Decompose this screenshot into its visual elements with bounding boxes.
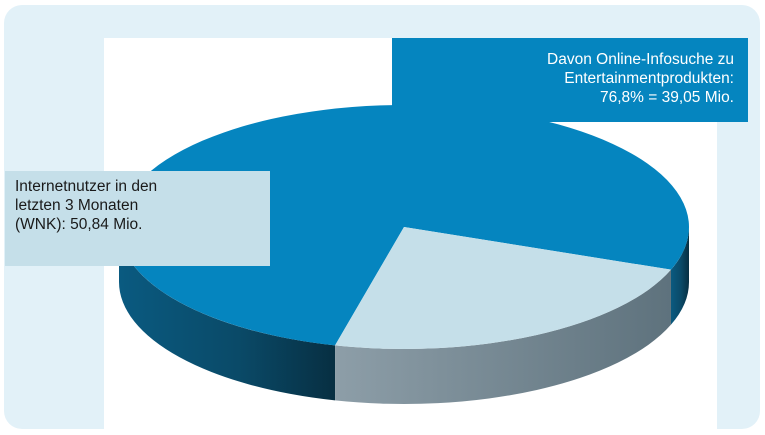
- slice-label-line: (WNK): 50,84 Mio.: [15, 216, 143, 233]
- slice-label-online-infosuche: Davon Online-Infosuche zu Entertainmentp…: [392, 38, 748, 122]
- pie-slice-1: [335, 227, 671, 349]
- slice-label-line: 76,8% = 39,05 Mio.: [600, 89, 734, 106]
- pie-side-0: [119, 227, 336, 401]
- slice-label-line: Entertainmentprodukten:: [564, 70, 734, 87]
- slice-label-line: Davon Online-Infosuche zu: [547, 51, 734, 68]
- pie-slice-0: [119, 104, 690, 346]
- slice-label-line: letzten 3 Monaten: [15, 197, 139, 214]
- pie-side-1: [335, 269, 671, 404]
- pie-side-0: [670, 227, 689, 325]
- slice-label-internetnutzer: Internetnutzer in den letzten 3 Monaten …: [5, 171, 270, 266]
- pie-sides: [119, 227, 689, 404]
- pie-tops: [119, 104, 690, 349]
- slice-label-line: Internetnutzer in den: [15, 178, 158, 195]
